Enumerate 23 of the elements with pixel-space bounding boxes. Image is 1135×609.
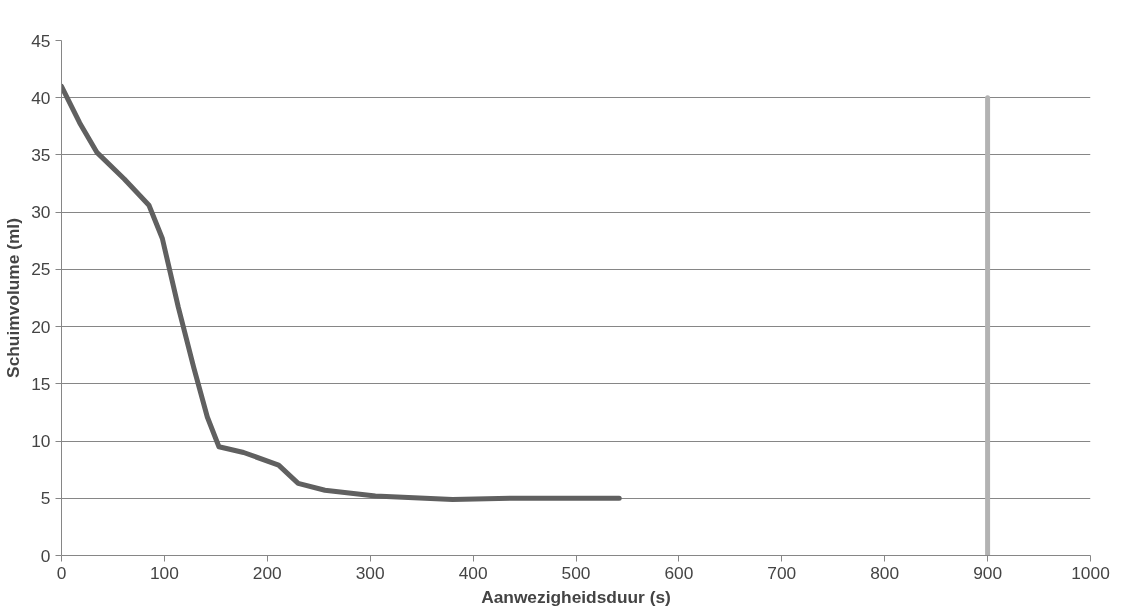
y-tick-label: 30 [31,202,51,223]
x-axis-title: Aanwezigheidsduur (s) [481,586,671,607]
x-tick-label: 300 [355,562,385,583]
x-tick-label: 400 [458,562,488,583]
x-tick-label: 600 [664,562,694,583]
x-tick-label: 100 [149,562,179,583]
x-tick-label: 900 [973,562,1003,583]
y-tick-label: 15 [31,373,51,394]
x-tick-label: 500 [561,562,591,583]
x-tick-label: 200 [252,562,282,583]
y-tick-label: 25 [31,259,51,280]
y-tick-label: 20 [31,316,51,337]
y-tick-label: 35 [31,144,51,165]
x-tick-label: 700 [767,562,797,583]
x-tick-label: 0 [56,562,67,583]
y-tick-label: 10 [31,431,51,452]
x-tick-label: 800 [870,562,900,583]
y-tick-label: 0 [40,545,51,566]
y-axis-title: Schuimvolume (ml) [3,218,24,378]
y-tick-label: 5 [40,488,51,509]
x-tick-label: 1000 [1071,562,1110,583]
y-tick-label: 40 [31,87,51,108]
y-tick-label: 45 [31,30,51,51]
